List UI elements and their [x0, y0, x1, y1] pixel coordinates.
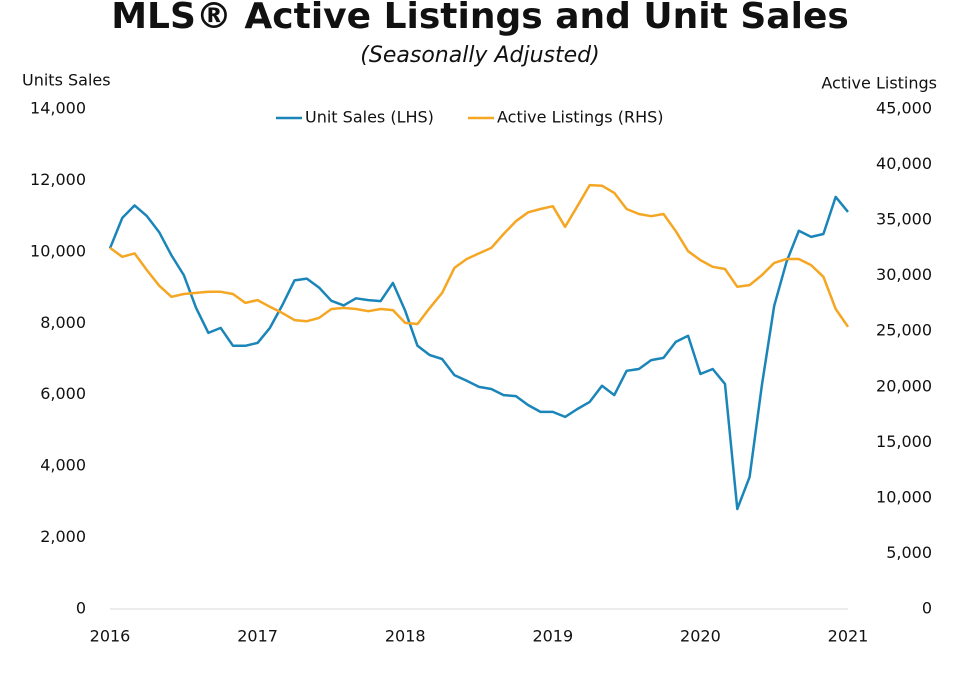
y2-axis-label: Active Listings: [821, 74, 937, 93]
y-tick-label: 2,000: [40, 527, 86, 546]
legend-label: Active Listings (RHS): [497, 108, 664, 127]
line: [109, 183, 850, 328]
y-tick-label: 14,000: [30, 99, 86, 118]
y-tick-label: 0: [76, 599, 86, 618]
x-tick-label: 2016: [90, 627, 131, 646]
x-tick-label: 2019: [532, 627, 573, 646]
x-tick-label: 2021: [828, 627, 869, 646]
y2-tick-label: 25,000: [876, 321, 932, 340]
y2-tick-label: 15,000: [876, 432, 932, 451]
y2-tick-label: 20,000: [876, 376, 932, 395]
y-tick-label: 6,000: [40, 384, 86, 403]
x-tick-label: 2020: [680, 627, 721, 646]
y2-tick-label: 30,000: [876, 265, 932, 284]
chart-title: MLS® Active Listings and Unit Sales: [111, 0, 849, 37]
x-tick-label: 2017: [237, 627, 278, 646]
y2-tick-label: 45,000: [876, 99, 932, 118]
line: [108, 195, 849, 511]
y-tick-label: 10,000: [30, 241, 86, 260]
legend-label: Unit Sales (LHS): [305, 108, 434, 127]
x-tick-label: 2018: [385, 627, 426, 646]
chart-subtitle: (Seasonally Adjusted): [360, 43, 599, 68]
y-tick-label: 4,000: [40, 456, 86, 475]
y2-tick-label: 0: [922, 599, 932, 618]
y-axis-label: Units Sales: [22, 71, 111, 90]
y2-tick-label: 35,000: [876, 210, 932, 229]
y-tick-label: 8,000: [40, 313, 86, 332]
y2-tick-label: 5,000: [886, 543, 932, 562]
y2-tick-label: 10,000: [876, 487, 932, 506]
y-tick-label: 12,000: [30, 170, 86, 189]
y2-tick-label: 40,000: [876, 154, 932, 173]
